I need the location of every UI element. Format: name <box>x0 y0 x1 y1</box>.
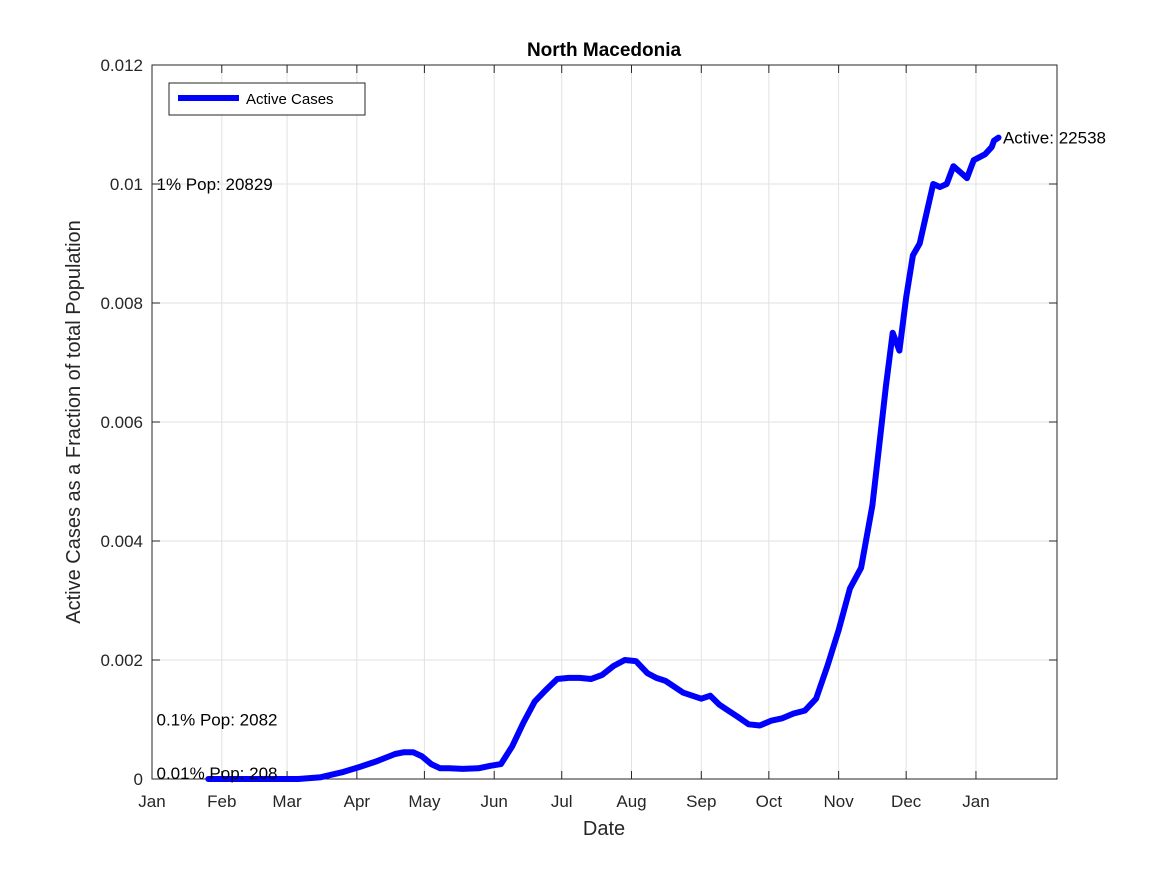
x-tick-label: Apr <box>344 792 371 811</box>
y-tick-label: 0.006 <box>100 413 143 432</box>
y-tick-label: 0.002 <box>100 651 143 670</box>
y-tick-label: 0.004 <box>100 532 143 551</box>
annotation-label: 0.1% Pop: 2082 <box>157 711 278 730</box>
y-tick-label: 0.008 <box>100 294 143 313</box>
x-tick-label: Sep <box>686 792 716 811</box>
annotation-label: 0.01% Pop: 208 <box>157 764 278 783</box>
x-tick-label: Feb <box>207 792 236 811</box>
x-tick-label: Mar <box>272 792 302 811</box>
annotations: 1% Pop: 20829 0.1% Pop: 2082 0.01% Pop: 20… <box>157 129 1106 783</box>
y-tick-label: 0.01 <box>110 175 143 194</box>
tick-marks <box>151 64 1057 780</box>
x-tick-label: Jan <box>138 792 165 811</box>
annotation-label: Active: 22538 <box>1003 129 1106 148</box>
y-tick-label: 0 <box>134 770 143 789</box>
y-tick-label: 0.012 <box>100 56 143 75</box>
x-tick-label: May <box>408 792 441 811</box>
y-tick-labels: 0 0.002 0.004 0.006 0.008 0.01 0.012 <box>100 56 143 789</box>
x-tick-label: Jan <box>962 792 989 811</box>
x-tick-label: Nov <box>824 792 855 811</box>
legend-label: Active Cases <box>246 91 334 108</box>
x-tick-label: Jul <box>551 792 573 811</box>
series-line-active-cases <box>205 134 1002 782</box>
legend: Active Cases <box>168 82 366 116</box>
chart-title: North Macedonia <box>527 40 682 61</box>
x-tick-labels: Jan Feb Mar Apr May Jun Jul Aug Sep Oct Nov Dec Jan <box>138 792 989 811</box>
x-tick-label: Dec <box>891 792 922 811</box>
x-tick-label: Jun <box>480 792 507 811</box>
y-axis-label: Active Cases as a Fraction of total Popu… <box>63 220 85 624</box>
x-tick-label: Aug <box>616 792 646 811</box>
x-axis-label: Date <box>583 818 625 840</box>
annotation-label: 1% Pop: 20829 <box>157 175 273 194</box>
x-tick-label: Oct <box>756 792 783 811</box>
